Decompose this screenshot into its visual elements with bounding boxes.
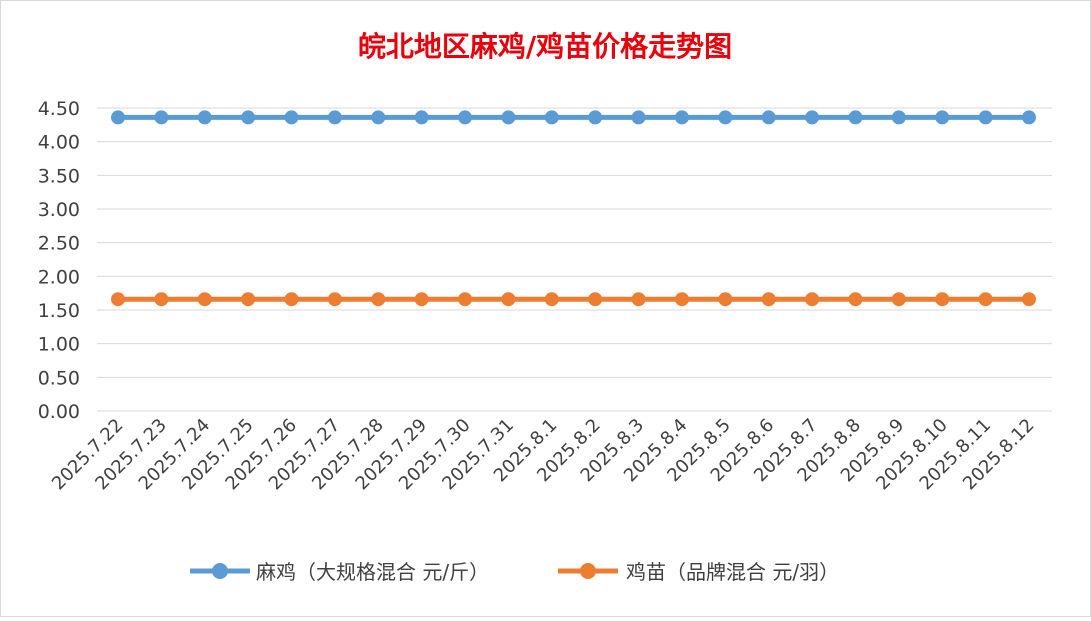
data-point (935, 292, 950, 307)
y-tick-label: 3.50 (38, 165, 80, 187)
series-group (111, 110, 1036, 307)
chart-title: 皖北地区麻鸡/鸡苗价格走势图 (358, 30, 732, 63)
data-point (631, 292, 646, 307)
y-tick-label: 2.00 (38, 266, 80, 288)
data-point (284, 292, 299, 307)
gridlines (97, 107, 1052, 412)
data-point (414, 292, 429, 307)
y-tick-label: 4.00 (38, 132, 80, 154)
data-point (414, 110, 429, 125)
data-point (805, 292, 820, 307)
data-point (631, 110, 646, 125)
data-point (674, 110, 689, 125)
y-tick-label: 0.00 (38, 401, 80, 423)
legend-item-1: 鸡苗（品牌混合 元/羽） (558, 560, 839, 584)
data-point (544, 292, 559, 307)
series-1 (111, 292, 1036, 307)
y-tick-label: 1.50 (38, 300, 80, 322)
data-point (458, 110, 473, 125)
data-point (111, 110, 125, 125)
data-point (501, 292, 516, 307)
legend: 麻鸡（大规格混合 元/斤） 鸡苗（品牌混合 元/羽） (190, 560, 839, 584)
legend-label: 鸡苗（品牌混合 元/羽） (626, 560, 839, 584)
series-0 (111, 110, 1036, 125)
data-point (241, 292, 256, 307)
data-point (935, 110, 950, 125)
data-point (848, 292, 863, 307)
data-point (588, 292, 603, 307)
data-point (588, 110, 603, 125)
data-point (241, 110, 256, 125)
data-point (718, 292, 733, 307)
data-point (891, 292, 906, 307)
data-point (111, 292, 125, 307)
data-point (154, 292, 169, 307)
data-point (371, 110, 386, 125)
data-point (674, 292, 689, 307)
legend-label: 麻鸡（大规格混合 元/斤） (256, 560, 489, 584)
legend-item-0: 麻鸡（大规格混合 元/斤） (190, 560, 489, 584)
data-point (197, 292, 212, 307)
legend-swatch-marker (580, 563, 596, 579)
data-point (327, 110, 342, 125)
data-point (891, 110, 906, 125)
y-tick-label: 1.00 (38, 334, 80, 356)
data-point (371, 292, 386, 307)
data-point (458, 292, 473, 307)
data-point (761, 110, 776, 125)
data-point (327, 292, 342, 307)
data-point (761, 292, 776, 307)
data-point (718, 110, 733, 125)
data-point (154, 110, 169, 125)
data-point (978, 292, 993, 307)
data-point (501, 110, 516, 125)
data-point (848, 110, 863, 125)
y-tick-label: 0.50 (38, 367, 80, 389)
data-point (284, 110, 299, 125)
data-point (544, 110, 559, 125)
y-tick-label: 4.50 (38, 98, 80, 120)
data-point (1022, 110, 1036, 125)
legend-swatch-marker (212, 563, 228, 579)
y-axis-ticks: 0.00 0.50 1.00 1.50 2.00 2.50 3.00 3.50 4.00 4.50 (38, 98, 80, 423)
data-point (1022, 292, 1036, 307)
data-point (197, 110, 212, 125)
data-point (978, 110, 993, 125)
y-tick-label: 2.50 (38, 233, 80, 255)
data-point (805, 110, 820, 125)
y-tick-label: 3.00 (38, 199, 80, 221)
